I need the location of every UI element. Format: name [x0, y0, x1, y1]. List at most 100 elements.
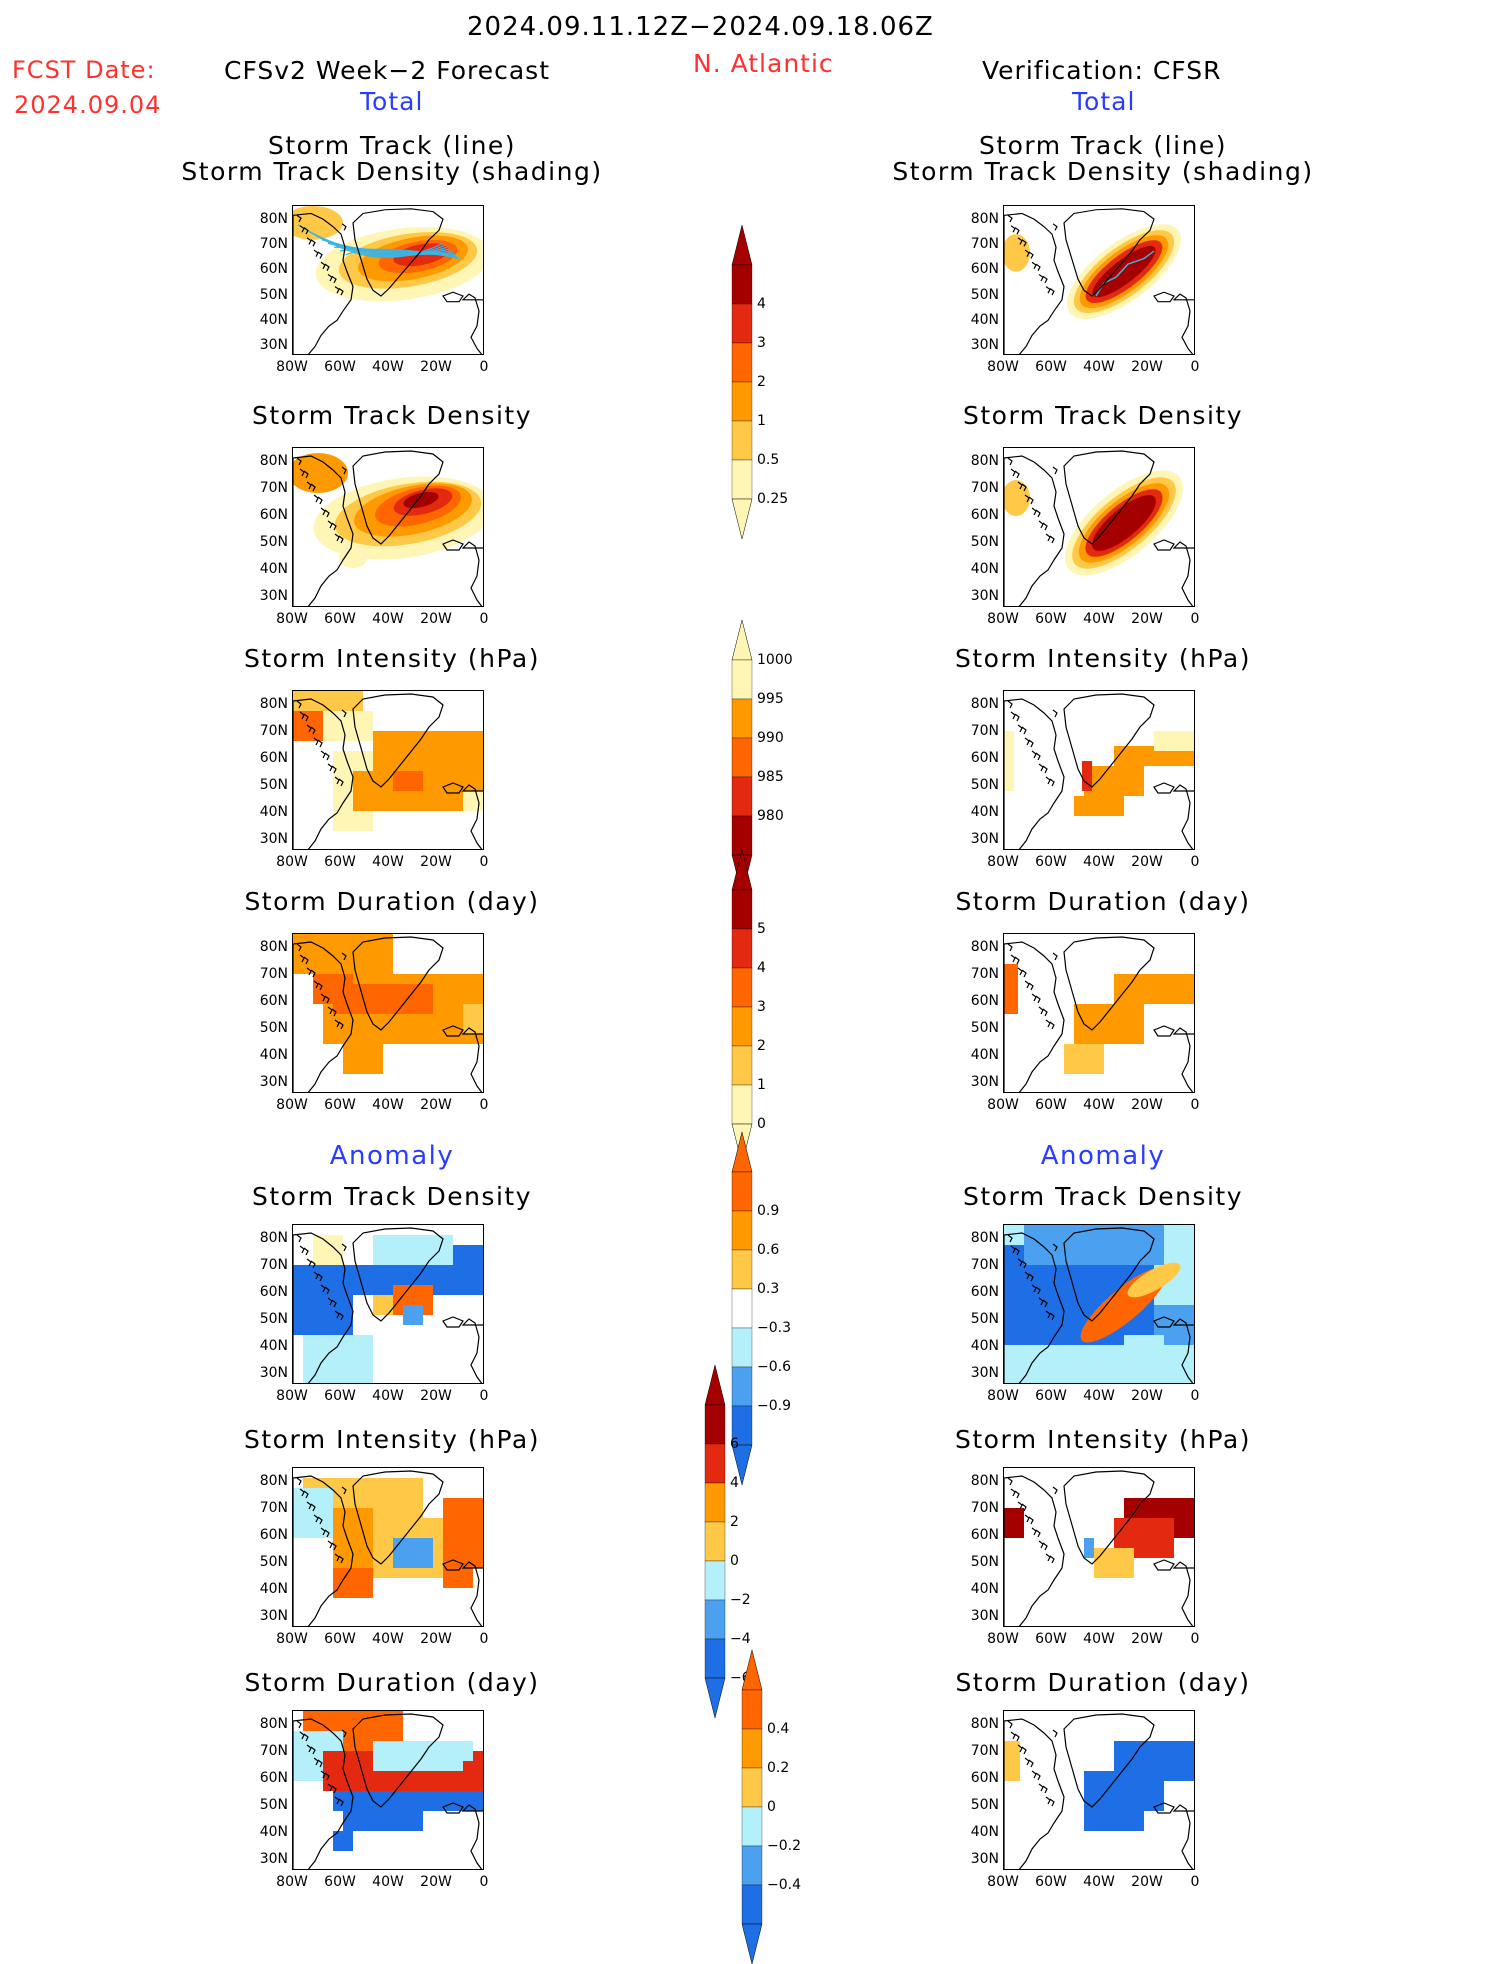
lon-tick-label: 0	[479, 611, 489, 627]
lat-tick-label: 80N	[970, 1716, 999, 1732]
coast-detail	[1038, 1540, 1044, 1549]
coast-detail	[1028, 1516, 1034, 1525]
lon-tick-label: 0	[1190, 359, 1200, 375]
intensity-cell	[1004, 731, 1014, 791]
map-panel-ver-track	[1003, 205, 1195, 355]
colorbar-label: −2	[730, 1592, 751, 1608]
lat-tick-label: 50N	[259, 1797, 288, 1814]
anomaly-cell	[1004, 1741, 1020, 1781]
coast-detail	[1038, 763, 1044, 772]
coast-detail	[1031, 993, 1037, 1002]
colorbar-label: 0	[767, 1799, 776, 1815]
lat-tick-label: 60N	[970, 1770, 999, 1787]
coast-detail	[1021, 726, 1027, 735]
colorbar-intensity-total	[731, 620, 753, 895]
coast-detail	[299, 468, 305, 477]
lat-tick-label: 30N	[970, 1851, 999, 1868]
coast-detail	[327, 1783, 333, 1792]
coast-detail	[1035, 1286, 1041, 1295]
title-track-shading-right: Storm Track Density (shading)	[892, 157, 1314, 186]
lon-tick-label: 80W	[987, 611, 1019, 627]
coast-detail	[320, 261, 326, 270]
colorbar-label: 0.2	[767, 1760, 790, 1776]
coast-detail	[338, 1021, 344, 1030]
iceland-coast	[442, 1559, 464, 1571]
density-shade	[1004, 234, 1030, 272]
lon-tick-label: 40W	[1083, 1631, 1115, 1647]
anomaly-cell	[463, 1761, 483, 1791]
coast-detail	[1042, 1542, 1048, 1551]
lon-tick-label: 20W	[1131, 1388, 1163, 1404]
title-duration-right: Storm Duration (day)	[955, 887, 1251, 916]
coast-detail	[1017, 967, 1023, 976]
lat-tick-label: 80N	[970, 453, 999, 469]
coast-detail	[1042, 765, 1048, 774]
colorbar-label: 6	[730, 1436, 739, 1452]
lat-tick-label: 40N	[259, 804, 288, 821]
iceland-coast	[442, 782, 464, 794]
coast-detail	[1024, 1757, 1030, 1766]
coast-detail	[1045, 1310, 1051, 1319]
lat-tick-label: 70N	[970, 966, 999, 983]
intensity-cell	[1074, 796, 1124, 816]
iceland-coast	[1153, 291, 1175, 303]
coast-detail	[1052, 1486, 1058, 1495]
colorbar-segment	[731, 967, 753, 1008]
anomaly-cell	[293, 1295, 353, 1335]
coast-detail	[1017, 724, 1023, 733]
coast-detail	[1038, 520, 1044, 529]
coast-detail	[1010, 1245, 1016, 1254]
coast-detail	[1014, 470, 1020, 479]
lon-tick-label: 60W	[1035, 854, 1067, 870]
coast-detail	[327, 1297, 333, 1306]
lon-tick-label: 20W	[1131, 1631, 1163, 1647]
coast-detail	[331, 1785, 337, 1794]
coast-detail	[303, 227, 309, 235]
title-intensity-right: Storm Intensity (hPa)	[955, 644, 1251, 673]
coast-detail	[1049, 778, 1055, 787]
coast-detail	[313, 249, 319, 257]
iceland-coast	[1153, 1802, 1175, 1814]
coast-detail	[317, 251, 323, 259]
coast-detail	[303, 713, 309, 722]
lon-tick-label: 40W	[372, 854, 404, 870]
coast-detail	[299, 954, 305, 963]
anomaly-cell	[403, 1305, 423, 1325]
colorbar-segment	[731, 1249, 753, 1290]
map-panel-ver-duration	[1003, 933, 1195, 1093]
lon-tick-label: 0	[1190, 611, 1200, 627]
title-track-line-right: Storm Track (line)	[978, 131, 1228, 160]
colorbar-label: 0.3	[757, 1281, 780, 1297]
iceland-coast	[442, 1802, 464, 1814]
colorbar-segment	[741, 1806, 763, 1847]
lon-tick-label: 0	[1190, 1388, 1200, 1404]
colorbar-label: 990	[757, 730, 784, 746]
greenland-coast	[352, 693, 444, 788]
greenland-coast	[1063, 693, 1155, 788]
lat-tick-label: 30N	[259, 1365, 288, 1382]
lat-tick-label: 70N	[970, 236, 999, 253]
lon-tick-label: 20W	[420, 854, 452, 870]
anomaly-cell	[1084, 1811, 1144, 1831]
coast-detail	[1024, 1514, 1030, 1523]
lon-tick-label: 60W	[324, 1097, 356, 1113]
colorbar-cap	[731, 498, 753, 539]
map-panel-ver-intensity	[1003, 690, 1195, 850]
colorbar-segment	[741, 1689, 763, 1730]
coast-detail	[341, 466, 347, 475]
coast-detail	[299, 711, 305, 720]
intensity-cell	[1082, 761, 1092, 791]
lat-tick-label: 60N	[259, 261, 288, 278]
colorbar-segment	[731, 1171, 753, 1212]
lat-tick-label: 40N	[970, 561, 999, 578]
lon-tick-label: 80W	[276, 1388, 308, 1404]
lon-tick-label: 40W	[1083, 1388, 1115, 1404]
lat-tick-label: 50N	[259, 1311, 288, 1328]
coast-detail	[1014, 956, 1020, 965]
lon-tick-label: 40W	[1083, 1097, 1115, 1113]
lon-tick-label: 40W	[1083, 359, 1115, 375]
intensity-cell	[353, 771, 393, 811]
lon-tick-label: 20W	[420, 1874, 452, 1890]
colorbar-segment	[731, 420, 753, 461]
coast-detail	[1007, 1234, 1013, 1243]
